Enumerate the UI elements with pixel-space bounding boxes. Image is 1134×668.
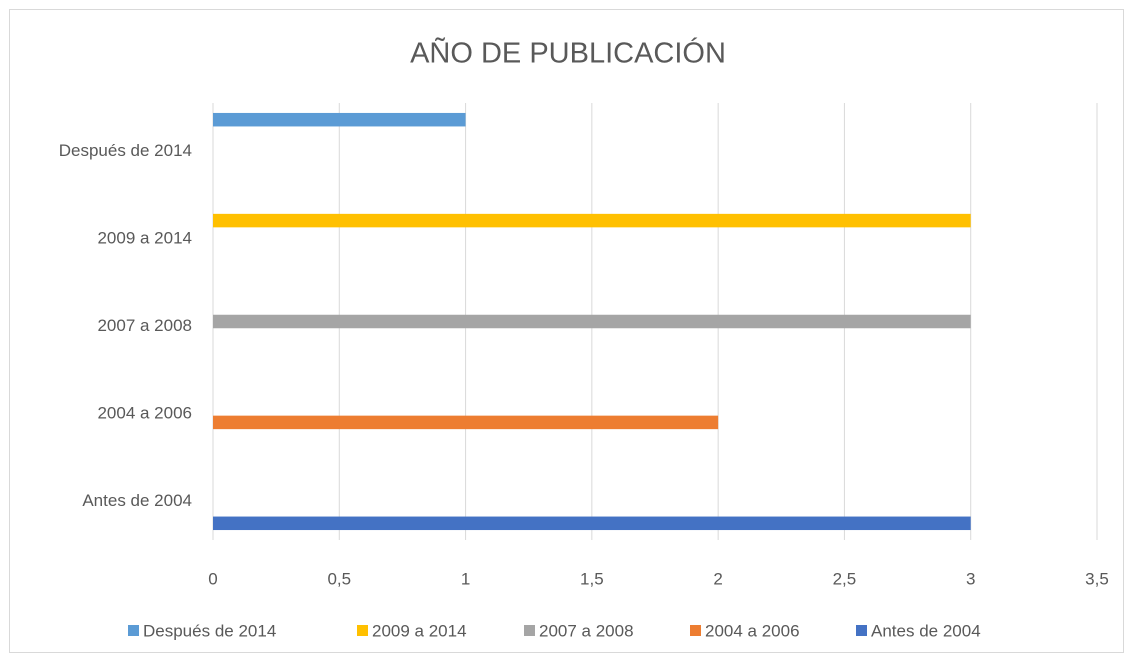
bar (213, 516, 971, 531)
y-tick-label: Antes de 2004 (82, 491, 192, 510)
chart-border (9, 9, 1124, 653)
chart-title: AÑO DE PUBLICACIÓN (410, 36, 726, 70)
x-tick-label: 3,5 (1085, 569, 1109, 588)
legend-swatch (128, 625, 139, 636)
y-tick-label: Después de 2014 (59, 141, 192, 160)
x-tick-label: 1 (461, 569, 470, 588)
legend-swatch (357, 625, 368, 636)
y-tick-label: 2007 a 2008 (97, 316, 192, 335)
x-tick-label: 0,5 (327, 569, 351, 588)
bar (213, 112, 466, 127)
y-tick-label: 2009 a 2014 (97, 229, 192, 248)
legend-label: 2004 a 2006 (705, 621, 800, 640)
legend-swatch (690, 625, 701, 636)
bar (213, 314, 971, 329)
legend-label: 2009 a 2014 (372, 621, 467, 640)
x-tick-label: 2 (713, 569, 722, 588)
bar (213, 415, 719, 430)
bar (213, 213, 971, 228)
x-tick-label: 1,5 (580, 569, 604, 588)
x-tick-label: 3 (966, 569, 975, 588)
legend-swatch (524, 625, 535, 636)
x-tick-label: 0 (208, 569, 217, 588)
legend-label: Antes de 2004 (871, 621, 981, 640)
legend-label: 2007 a 2008 (539, 621, 634, 640)
legend-label: Después de 2014 (143, 621, 276, 640)
x-tick-label: 2,5 (833, 569, 857, 588)
y-tick-label: 2004 a 2006 (97, 403, 192, 422)
legend-swatch (856, 625, 867, 636)
